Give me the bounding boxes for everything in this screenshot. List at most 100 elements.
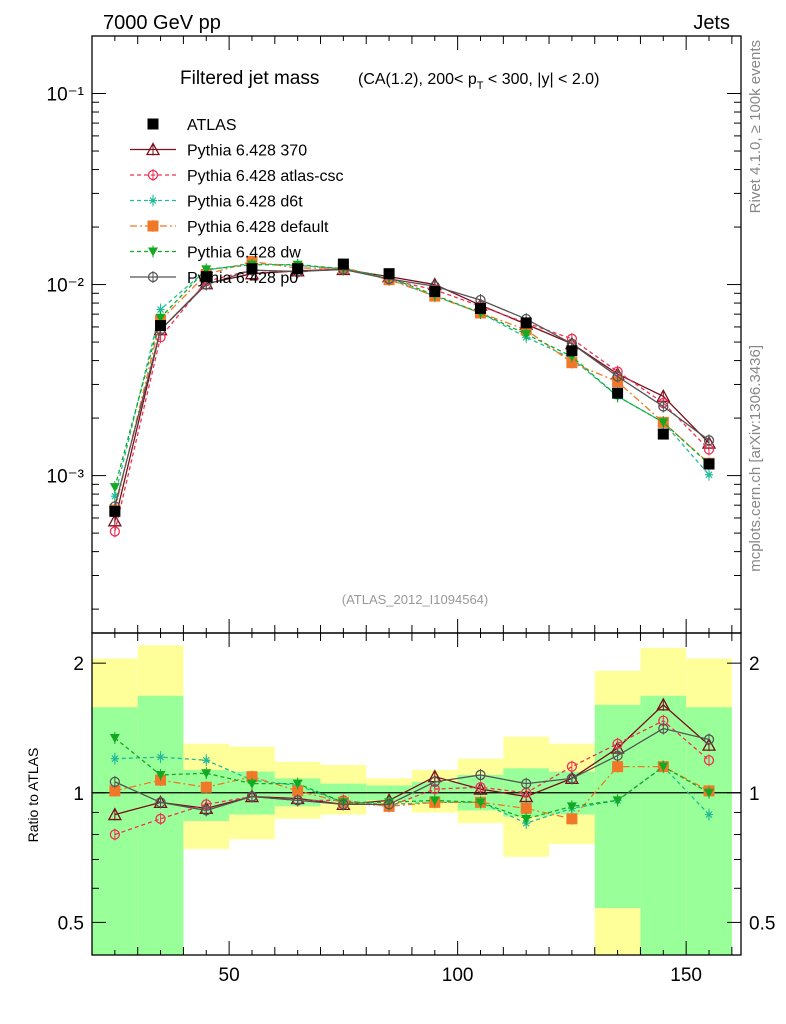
data-point (200, 271, 212, 283)
y-tick-label: 2 (749, 654, 760, 675)
data-point (473, 781, 488, 795)
data-point (657, 428, 669, 440)
x-tick-label: 50 (219, 965, 240, 986)
data-point (566, 357, 578, 369)
data-point (658, 723, 669, 734)
header-left: 7000 GeV pp (103, 12, 221, 34)
data-point (703, 734, 715, 745)
data-point (200, 781, 212, 793)
legend-label: Pythia 6.428 p0 (187, 270, 298, 287)
data-point (292, 795, 303, 806)
data-point (109, 776, 121, 788)
data-point (429, 776, 440, 788)
watermark: (ATLAS_2012_I1094564) (342, 592, 488, 607)
data-point (612, 761, 624, 773)
data-point (201, 805, 212, 816)
data-point (246, 779, 257, 789)
data-point (155, 320, 167, 332)
data-point (292, 785, 304, 797)
data-point (109, 483, 120, 493)
data-point (612, 796, 623, 806)
data-point (566, 761, 578, 772)
legend-marker (147, 169, 159, 181)
data-point (383, 799, 395, 810)
series-line-3 (114, 765, 710, 820)
data-point (566, 802, 577, 812)
series-line-1 (114, 719, 710, 836)
data-point (109, 526, 121, 537)
data-point (612, 750, 623, 761)
series-line-3 (114, 260, 710, 511)
header-right: Jets (693, 12, 730, 34)
series-line-4 (114, 264, 710, 488)
data-point (705, 810, 714, 819)
data-point (292, 263, 304, 275)
legend-label: Pythia 6.428 default (187, 219, 329, 236)
data-point (705, 470, 714, 479)
data-point (520, 802, 532, 814)
data-point (658, 401, 669, 412)
ratio-ylabel: Ratio to ATLAS (25, 748, 41, 843)
series-line-2 (114, 262, 710, 497)
data-point (429, 285, 441, 297)
main-title: Filtered jet mass (180, 68, 319, 89)
data-point (566, 813, 578, 825)
data-point (337, 258, 349, 270)
y-tick-label: 10⁻¹ (47, 85, 85, 106)
band-inner (137, 695, 184, 955)
data-point (566, 773, 578, 784)
data-point (155, 313, 166, 323)
data-point (701, 737, 717, 751)
y-tick-label: 1 (73, 784, 84, 805)
data-point (109, 505, 121, 517)
data-point (107, 807, 122, 821)
data-point (292, 779, 303, 789)
data-point (658, 762, 669, 772)
legend-marker (145, 142, 161, 156)
band-inner (640, 695, 687, 955)
legend-marker (148, 247, 158, 257)
x-tick-label: 100 (442, 965, 474, 986)
legend: ATLAS Pythia 6.428 370 Pythia 6.428 atlas-… (130, 117, 344, 287)
y-tick-label: 2 (73, 654, 84, 675)
mcplots-label: mcplots.cern.ch [arXiv:1306.3436] (747, 345, 764, 572)
data-point (109, 829, 121, 840)
series-line-2 (114, 756, 710, 824)
legend-marker (147, 118, 159, 130)
series-line-0 (114, 704, 710, 816)
data-point (246, 263, 258, 275)
data-point (703, 458, 715, 470)
data-point (202, 756, 211, 765)
y-tick-label: 10⁻² (47, 276, 85, 297)
data-point (521, 778, 532, 789)
data-point (475, 782, 486, 793)
legend-label: Pythia 6.428 atlas-csc (187, 168, 344, 185)
rivet-label: Rivet 4.1.0, ≥ 100k events (747, 40, 764, 213)
data-point (612, 387, 624, 399)
main-subtitle: (CA(1.2), 200< pT < 300, |y| < 2.0) (358, 71, 599, 92)
y-tick-label: 0.5 (749, 913, 775, 934)
data-point (201, 265, 212, 275)
ratio-frame (91, 632, 742, 956)
data-point (521, 330, 532, 340)
ratio-plot: 50 100 150 0.5 0.5 1 1 2 2 (58, 632, 775, 986)
legend-marker (149, 196, 157, 205)
data-point (201, 769, 212, 779)
data-point (246, 771, 258, 783)
data-point (475, 798, 486, 808)
data-point (474, 302, 486, 314)
y-tick-label: 0.5 (58, 913, 84, 934)
data-point (110, 492, 119, 501)
data-point (155, 770, 166, 780)
x-tick-label: 150 (670, 965, 702, 986)
data-point (156, 305, 165, 314)
data-point (658, 418, 669, 428)
data-point (155, 797, 166, 808)
main-plot: 10⁻³ 10⁻² 10⁻¹ (47, 35, 742, 634)
data-point (109, 785, 121, 797)
legend-label: Pythia 6.428 d6t (187, 194, 303, 211)
legend-marker (147, 220, 159, 232)
legend-label: Pythia 6.428 dw (187, 245, 301, 262)
y-tick-label: 1 (749, 784, 760, 805)
